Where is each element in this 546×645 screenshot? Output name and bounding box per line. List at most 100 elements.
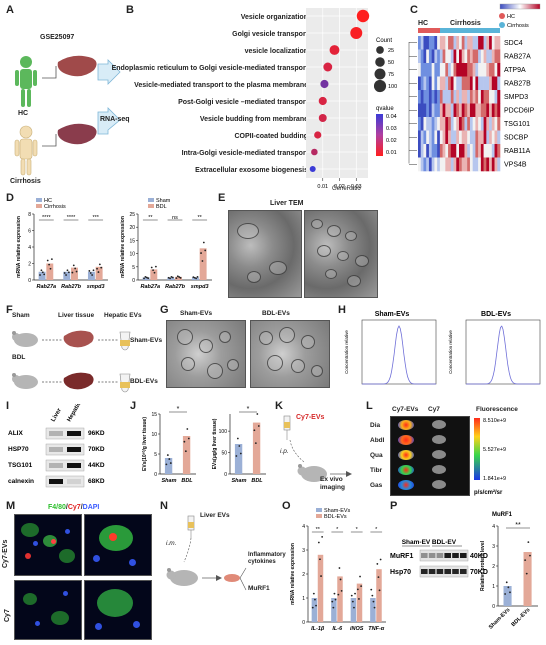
- heatmap-cell: [442, 144, 446, 158]
- heatmap-cell: [491, 76, 495, 91]
- dotplot-xlabel: GeneRatio: [332, 186, 361, 192]
- heatmap-cell: [480, 117, 484, 131]
- panel-d-right-point: [153, 271, 156, 274]
- heatmap-cell: [475, 90, 479, 104]
- heatmap-cell: [461, 63, 465, 77]
- count-legend-label: 25: [388, 48, 394, 54]
- panel-p-point: [529, 554, 531, 557]
- heatmap-cell: [464, 49, 468, 64]
- go-term-label: Endoplasmic reticulum to Golgi vesicle-m…: [111, 65, 308, 72]
- heatmap-cell: [472, 90, 476, 104]
- heatmap-cell: [459, 130, 463, 145]
- panel-o-sig: **: [316, 527, 321, 533]
- panel-d-left-point: [97, 271, 100, 273]
- heatmap-cell: [480, 157, 484, 172]
- qvalue-legend-label: 0.03: [386, 126, 397, 132]
- heatmap-cell: [459, 144, 463, 158]
- panel-j-right-xlabel: Sham: [232, 478, 247, 484]
- panel-d-right-point: [152, 269, 155, 272]
- panel-d-left-ytick: 2: [28, 262, 31, 268]
- panel-o-point: [360, 585, 363, 588]
- dotplot-legends: Count 25 50 75 100 qvalue 0.04 0.03 0.02 0.01: [374, 38, 397, 156]
- heatmap-cell: [491, 90, 495, 104]
- heatmap-cell: [418, 157, 422, 172]
- panel-d-left-point: [40, 269, 43, 272]
- heatmap-cell: [475, 36, 479, 50]
- heatmap-cell: [469, 63, 473, 77]
- heatmap-cell: [478, 90, 482, 104]
- panel-label-e: E: [218, 192, 226, 204]
- panel-o-point: [354, 592, 356, 595]
- western-row-label: Hsp70: [390, 569, 411, 576]
- panel-o-point: [376, 563, 379, 565]
- panel-j-left-ytick: 15: [151, 412, 157, 418]
- panel-d-right-point: [143, 277, 145, 280]
- panel-d-left-point: [92, 269, 95, 272]
- heatmap-cell: [483, 157, 487, 172]
- ivis-scale-mid: 5.527e+9: [483, 447, 506, 453]
- heatmap-cell: [459, 63, 463, 77]
- panel-d-right-ytick: 20: [129, 225, 135, 231]
- panel-d-left-point: [100, 266, 103, 269]
- ivis-col-cy7: Cy7: [428, 406, 440, 413]
- panel-n-schematic: [166, 515, 247, 591]
- heatmap-cell: [494, 117, 498, 131]
- heatmap-cell: [426, 76, 430, 91]
- heatmap-cell: [472, 117, 476, 131]
- heatmap-cell: [480, 130, 484, 145]
- go-term-label: Vesicle-mediated transport to the plasma…: [134, 82, 308, 89]
- panel-j-right-point: [235, 455, 238, 457]
- panel-j-right-ytick: 0: [224, 472, 227, 478]
- panel-d-right-ytick: 10: [129, 252, 135, 258]
- heatmap-cell: [448, 130, 452, 145]
- panel-j-left-ytick: 10: [151, 432, 157, 438]
- panel-d-left-bar: [95, 266, 103, 280]
- panel-o-point: [359, 575, 361, 578]
- legend-bdl-swatch: [148, 204, 154, 208]
- heatmap-cell: [437, 144, 441, 158]
- heatmap-cell: [478, 63, 482, 77]
- ivis-signal-cy7evs: [398, 480, 414, 490]
- western-band: [421, 569, 428, 574]
- panel-j-right-point: [236, 437, 239, 440]
- heatmap-cell: [445, 157, 449, 172]
- heatmap-cell: [486, 117, 490, 131]
- panel-d-right-ytick: 0: [132, 278, 135, 284]
- heatmap-cell: [467, 63, 471, 77]
- heatmap-cell: [450, 117, 454, 131]
- panel-o-point: [311, 606, 314, 609]
- heatmap-cell: [461, 157, 465, 172]
- panel-o-point: [312, 592, 315, 595]
- ivis-organ-label: Tibr: [370, 467, 383, 474]
- heatmap-cell: [467, 144, 471, 158]
- heatmap-cell: [459, 103, 463, 118]
- heatmap-cell: [489, 144, 493, 158]
- panel-d-left-xlabel: smpd3: [87, 284, 105, 290]
- panel-d-left-point: [91, 274, 94, 276]
- heatmap-cell: [456, 103, 460, 118]
- heatmap-cell: [489, 130, 493, 145]
- heatmap-cell: [491, 157, 495, 172]
- heatmap-cell: [445, 49, 449, 64]
- heatmap: SDC4 RAB27A ATP9A RAB27B SMPD3 PDCD6IP TSG101 S…: [408, 28, 535, 172]
- heatmap-cell: [480, 63, 484, 77]
- heatmap-cell: [437, 117, 441, 131]
- panel-j-left-ytick: 5: [154, 452, 157, 458]
- panel-d-left-point: [98, 263, 101, 266]
- panel-d-right-ylabel: mRNA relative expression: [120, 216, 126, 278]
- heatmap-cell: [434, 63, 438, 77]
- western-band: [49, 447, 63, 452]
- heatmap-cell: [467, 157, 471, 172]
- heatmap-cell: [445, 90, 449, 104]
- heatmap-cell: [445, 63, 449, 77]
- nta-ylabel: Concentration relative: [344, 330, 349, 374]
- panel-j-left-point: [165, 463, 168, 466]
- panel-d-right-point: [195, 277, 198, 280]
- panel-d-right-point: [192, 276, 195, 278]
- panel-d-left-bar: [87, 271, 95, 280]
- panel-f-workflow: [12, 330, 131, 393]
- panel-p-ylabel: Relative protein level: [480, 540, 486, 591]
- panel-d-left-point: [49, 267, 52, 270]
- tem-image-high: [304, 210, 378, 298]
